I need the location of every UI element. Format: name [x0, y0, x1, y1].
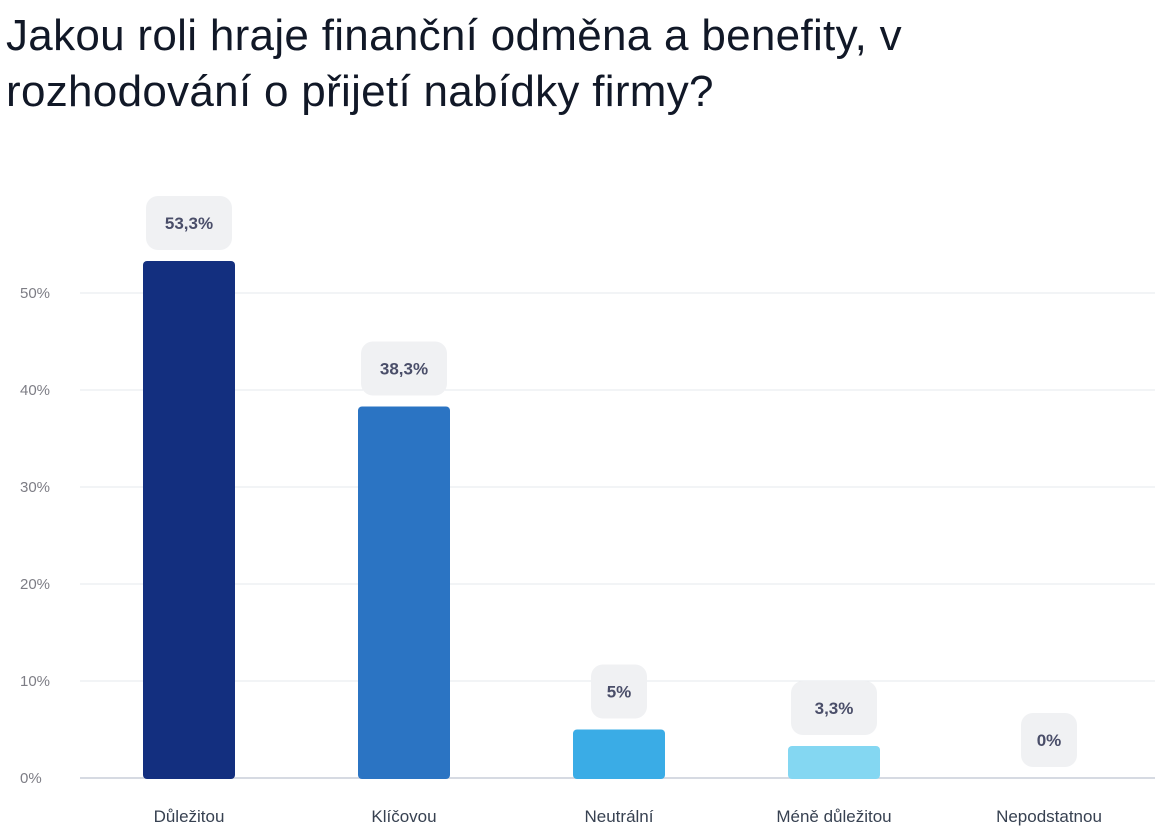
category-label: Neutrální	[585, 807, 654, 826]
category-label: Důležitou	[154, 807, 225, 826]
value-label: 53,3%	[165, 214, 213, 233]
y-tick-label: 10%	[20, 673, 50, 690]
value-label-bg	[591, 664, 647, 719]
category-label: Nepodstatnou	[996, 807, 1102, 826]
y-tick-label: 50%	[20, 285, 50, 302]
y-axis: 0% 10% 20% 30% 40% 50%	[20, 285, 50, 787]
value-label-bg	[361, 341, 447, 396]
value-label: 0%	[1037, 731, 1062, 750]
bar[interactable]	[358, 406, 450, 779]
category-label: Klíčovou	[371, 807, 436, 826]
bar[interactable]	[143, 260, 235, 779]
category-label: Méně důležitou	[776, 807, 891, 826]
value-labels: 53,3% 38,3% 5% 3,3% 0%	[146, 195, 1077, 767]
y-tick-label: 30%	[20, 479, 50, 496]
bar[interactable]	[573, 729, 665, 780]
bars	[143, 260, 880, 780]
y-tick-label: 0%	[20, 770, 42, 787]
y-tick-label: 40%	[20, 382, 50, 399]
x-axis: Důležitou Klíčovou Neutrální Méně důležitou…	[154, 807, 1102, 826]
value-label: 5%	[607, 683, 632, 702]
value-label-bg	[791, 680, 877, 735]
value-label: 38,3%	[380, 359, 428, 378]
value-label-bg	[146, 195, 232, 250]
value-label: 3,3%	[815, 699, 854, 718]
y-tick-label: 20%	[20, 576, 50, 593]
chart-title: Jakou roli hraje finanční odměna a benef…	[6, 11, 902, 116]
bar[interactable]	[788, 745, 880, 779]
value-label-bg	[1021, 713, 1077, 767]
